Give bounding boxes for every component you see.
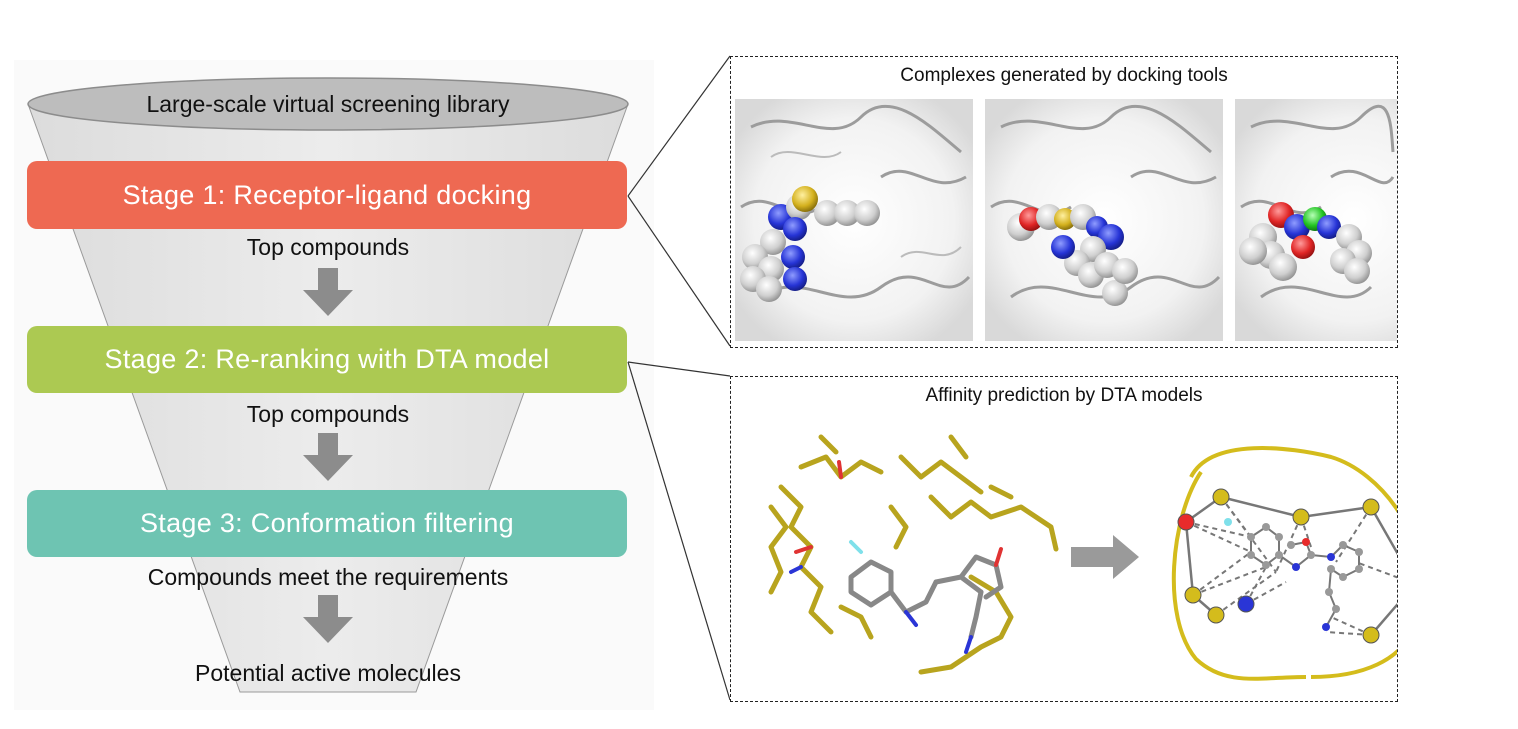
library-label: Large-scale virtual screening library (146, 91, 510, 117)
dta-panel: Affinity prediction by DTA models (730, 376, 1398, 702)
docking-complexes-illustration (735, 99, 1397, 341)
transform-arrow-icon (1071, 535, 1139, 579)
stage-2-box: Stage 2: Re-ranking with DTA model (27, 326, 627, 393)
stick-structure-image (768, 434, 1059, 675)
stage-3-box: Stage 3: Conformation filtering (27, 490, 627, 557)
top-compounds-label-2: Top compounds (246, 401, 410, 427)
requirements-label: Compounds meet the requirements (147, 564, 509, 590)
dta-illustration (768, 434, 1397, 681)
top-compounds-label-1: Top compounds (246, 234, 410, 260)
complex-2-image (985, 99, 1223, 341)
docking-panel: Complexes generated by docking tools (730, 56, 1398, 348)
docking-panel-title: Complexes generated by docking tools (900, 65, 1228, 86)
complex-1-image (735, 99, 973, 341)
stage-3-label: Stage 3: Conformation filtering (140, 508, 514, 538)
stage-1-label: Stage 1: Receptor-ligand docking (122, 179, 532, 210)
stage-1-box: Stage 1: Receptor-ligand docking (27, 161, 627, 229)
dta-panel-title: Affinity prediction by DTA models (925, 385, 1203, 406)
complex-3-image (1235, 99, 1397, 341)
interaction-graph-image (1171, 446, 1397, 681)
output-label: Potential active molecules (195, 660, 461, 686)
stage-2-label: Stage 2: Re-ranking with DTA model (104, 344, 550, 374)
